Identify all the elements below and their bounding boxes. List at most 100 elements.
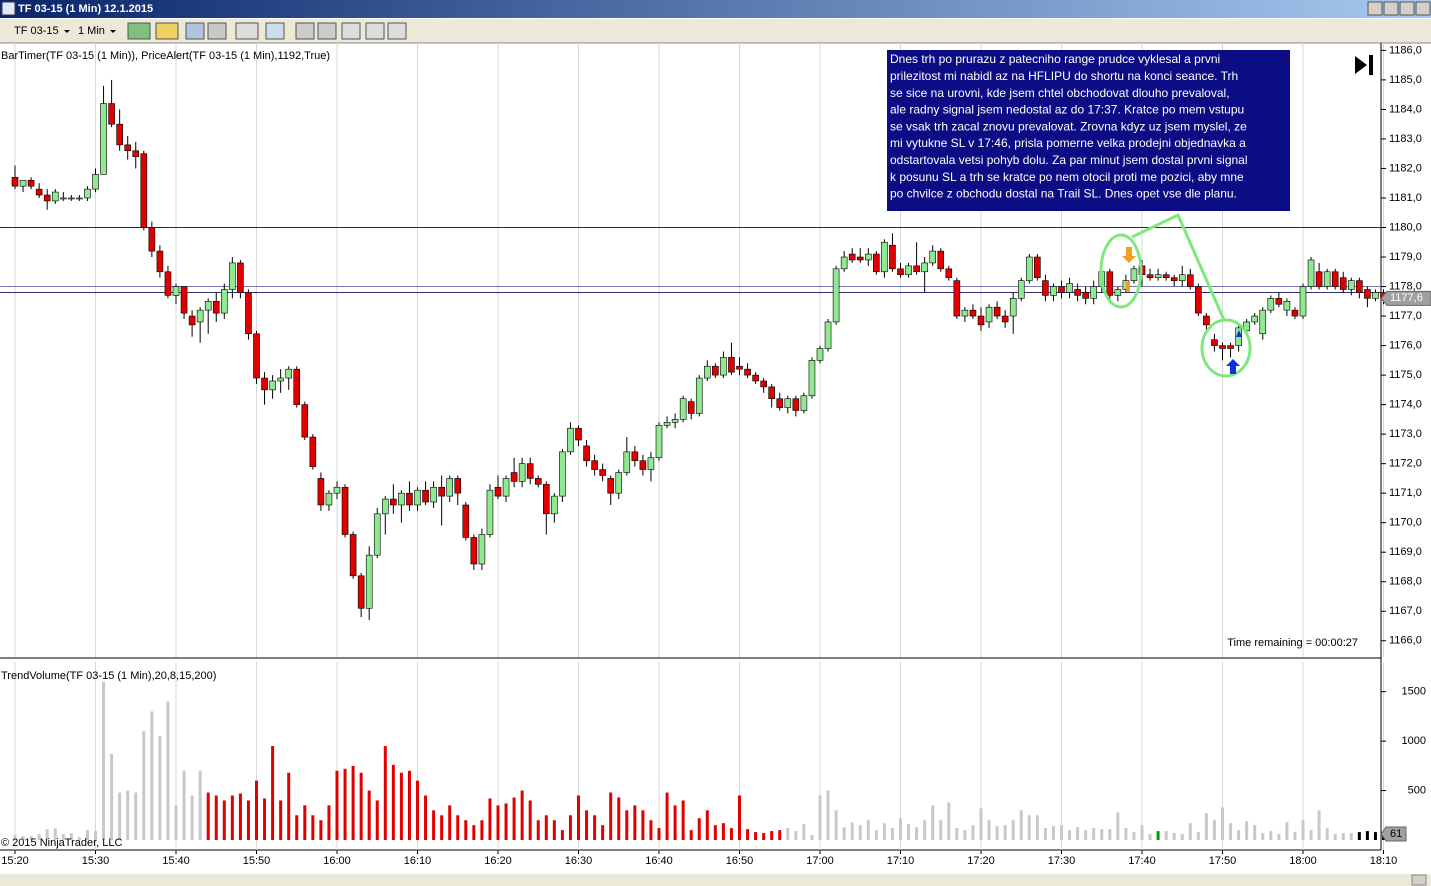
volume-bar (762, 833, 766, 840)
tool-button[interactable] (387, 22, 407, 40)
volume-bar (1043, 828, 1047, 840)
volume-bar (673, 805, 677, 840)
candle-body (655, 424, 663, 459)
annotation-line: prilezitost mi nabidl az na HFLIPU do sh… (890, 69, 1238, 83)
last-price-label: 1177,6 (1390, 292, 1423, 304)
candle-body (11, 177, 19, 187)
candle-body (768, 386, 776, 400)
candle-body (913, 265, 920, 273)
candle-body (663, 422, 671, 426)
max-button[interactable] (1399, 1, 1415, 16)
volume-bar (1027, 815, 1031, 840)
candle-body (542, 484, 550, 515)
volume-bar (818, 795, 822, 840)
y-tick-label: 1186,0 (1389, 44, 1422, 56)
time-remaining: Time remaining = 00:00:27 (1227, 637, 1358, 649)
candle-body (575, 427, 582, 441)
volume-bar (585, 810, 589, 840)
candle-body (1323, 271, 1331, 287)
candle-body (1372, 292, 1379, 299)
tool-button[interactable] (207, 22, 227, 40)
x-tick-label: 17:20 (967, 855, 995, 867)
candle-body (164, 271, 172, 296)
tool-button[interactable] (365, 22, 385, 40)
volume-bar (399, 772, 403, 840)
x-tick-label: 17:50 (1209, 855, 1237, 867)
candle-body (333, 486, 341, 494)
candle-body (873, 253, 880, 273)
crosshair-button[interactable] (235, 22, 259, 40)
volume-bar (1164, 831, 1168, 840)
volume-bar (858, 825, 862, 840)
tool-button[interactable] (295, 22, 315, 40)
y-tick-label: 500 (1408, 784, 1426, 796)
volume-bar (142, 731, 146, 840)
bar-type-button[interactable] (127, 22, 151, 40)
candle-body (1315, 271, 1323, 287)
annotation-line: Dnes trh po prurazu z patecniho range pr… (890, 52, 1220, 66)
candle-body (744, 368, 751, 376)
annotation-line: po chvilce z obchodu dostal na Trail SL.… (890, 187, 1237, 201)
candle-body (212, 300, 220, 314)
volume-bar (834, 810, 838, 840)
candle-body (92, 174, 99, 190)
close-button[interactable] (1415, 1, 1431, 16)
x-tick-label: 17:40 (1128, 855, 1156, 867)
volume-bar (1124, 828, 1128, 840)
dropdown-arrow (110, 30, 116, 33)
volume-bar (536, 820, 540, 840)
candle-body (647, 457, 655, 470)
candle-body (1106, 271, 1114, 296)
candle-body (494, 486, 502, 497)
tool-button[interactable] (185, 22, 205, 40)
candle-body (1090, 286, 1097, 299)
x-tick-label: 15:40 (162, 855, 190, 867)
annotation-text: Dnes trh po prurazu z patecniho range pr… (890, 52, 1248, 200)
volume-bar (713, 825, 717, 840)
candle-body (68, 197, 75, 200)
scroll-thumb[interactable] (1411, 874, 1427, 886)
volume-bar (335, 770, 339, 840)
minimize-button[interactable] (1367, 1, 1383, 16)
y-tick-label: 1180,0 (1389, 221, 1422, 233)
volume-bar (850, 822, 854, 840)
annotation: Dnes trh po prurazu z patecniho range pr… (887, 50, 1290, 211)
candle-body (43, 194, 51, 202)
volume-bar (568, 815, 572, 840)
candle-body (1130, 268, 1138, 281)
candle-body (373, 513, 381, 556)
candle-body (1187, 274, 1194, 287)
candle-body (285, 368, 293, 379)
volume-bar (61, 834, 65, 840)
go-to-end-button[interactable] (1355, 55, 1373, 75)
x-tick-label: 16:20 (484, 855, 512, 867)
volume-bar (53, 828, 57, 840)
tool-button[interactable] (341, 22, 361, 40)
zoom-button[interactable] (265, 22, 285, 40)
restore-button[interactable] (1383, 1, 1399, 16)
candle-body (438, 486, 445, 497)
volume-bar (77, 837, 81, 840)
candle-body (712, 365, 719, 376)
candle-body (1009, 298, 1017, 317)
volume-bar (874, 830, 878, 840)
x-tick-label: 16:10 (404, 855, 432, 867)
volume-bar (448, 805, 452, 840)
volume-bar (1172, 833, 1176, 840)
volume-bar (729, 828, 733, 840)
x-tick-label: 17:00 (806, 855, 834, 867)
candle-body (1195, 286, 1202, 314)
volume-bar (1204, 813, 1208, 840)
connector-line (1131, 212, 1226, 321)
dropdown-arrow (64, 30, 70, 33)
draw-button[interactable] (155, 22, 179, 40)
candle-body (430, 486, 437, 503)
tool-button[interactable] (317, 22, 337, 40)
last-volume-label: 61 (1390, 828, 1402, 840)
volume-bar (609, 792, 613, 840)
instrument-dropdown[interactable]: TF 03-15 (14, 25, 70, 37)
scrollbar[interactable] (0, 874, 1431, 886)
volume-bar (1357, 832, 1361, 840)
interval-dropdown[interactable]: 1 Min (78, 25, 116, 37)
volume-bar (383, 746, 387, 840)
